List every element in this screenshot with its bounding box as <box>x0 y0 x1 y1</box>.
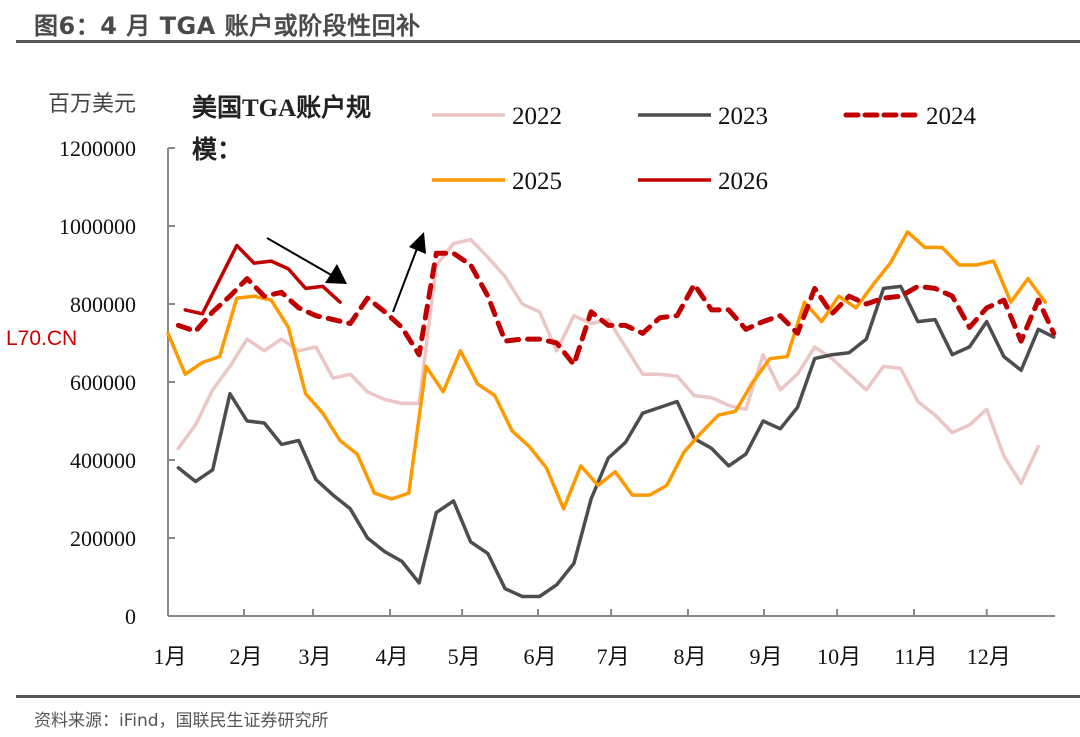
x-tick-label: 5月 <box>448 644 481 669</box>
y-tick-label: 1000000 <box>59 214 136 239</box>
x-tick-label: 9月 <box>749 644 782 669</box>
chart-title: 美国TGA账户规模： <box>192 95 372 164</box>
legend-item-2026: 2026 <box>638 168 768 195</box>
x-tick-label: 1月 <box>153 644 186 669</box>
series-line-2022 <box>176 237 1041 486</box>
series-line-2023 <box>176 284 1056 599</box>
legend-item-2024: 2024 <box>843 103 977 130</box>
footer-divider <box>16 695 1080 698</box>
y-tick-label: 800000 <box>70 292 136 317</box>
y-tick-label: 400000 <box>70 448 136 473</box>
arrowhead-icon <box>325 264 347 284</box>
x-tick-label: 8月 <box>673 644 706 669</box>
y-axis-unit-label: 百万美元 <box>48 91 137 116</box>
series-line-2024 <box>175 250 1057 367</box>
title-divider <box>16 40 1080 43</box>
y-tick-label: 0 <box>125 604 136 629</box>
legend-label: 2023 <box>718 103 768 130</box>
series-layer <box>166 230 1057 599</box>
watermark: L70.CN <box>6 327 78 350</box>
x-tick-label: 6月 <box>523 644 556 669</box>
annotations <box>266 232 426 313</box>
legend-label: 2026 <box>718 168 768 195</box>
y-tick-label: 600000 <box>70 370 136 395</box>
legend-label: 2024 <box>926 103 977 130</box>
x-tick-label: 4月 <box>376 644 409 669</box>
series-line-2025 <box>166 230 1047 511</box>
legend-label: 2022 <box>512 103 562 130</box>
series-line-2026 <box>183 243 342 316</box>
source-note: 资料来源：iFind，国联民生证券研究所 <box>34 711 329 731</box>
legend-item-2025: 2025 <box>432 168 562 195</box>
annotation-arrow-down-right <box>266 237 342 281</box>
arrowhead-icon <box>409 232 426 254</box>
y-tick-label: 1200000 <box>59 136 136 161</box>
y-tick-label: 200000 <box>70 526 136 551</box>
figure-title: 图6：4 月 TGA 账户或阶段性回补 <box>34 12 421 40</box>
legend-item-2022: 2022 <box>432 103 562 130</box>
x-tick-label: 12月 <box>967 644 1011 669</box>
x-tick-label: 7月 <box>597 644 630 669</box>
x-tick-label: 2月 <box>230 644 263 669</box>
x-tick-label: 11月 <box>894 644 937 669</box>
legend-item-2023: 2023 <box>638 103 768 130</box>
axes: 0 200000 400000 600000 800000 1000000 1200000 1… <box>59 136 1055 669</box>
annotation-arrow-up <box>392 236 423 313</box>
legend-label: 2025 <box>512 168 562 195</box>
x-tick-label: 3月 <box>298 644 331 669</box>
x-tick-label: 10月 <box>817 644 861 669</box>
legend: 2022 2023 2024 2025 2026 <box>432 103 977 195</box>
